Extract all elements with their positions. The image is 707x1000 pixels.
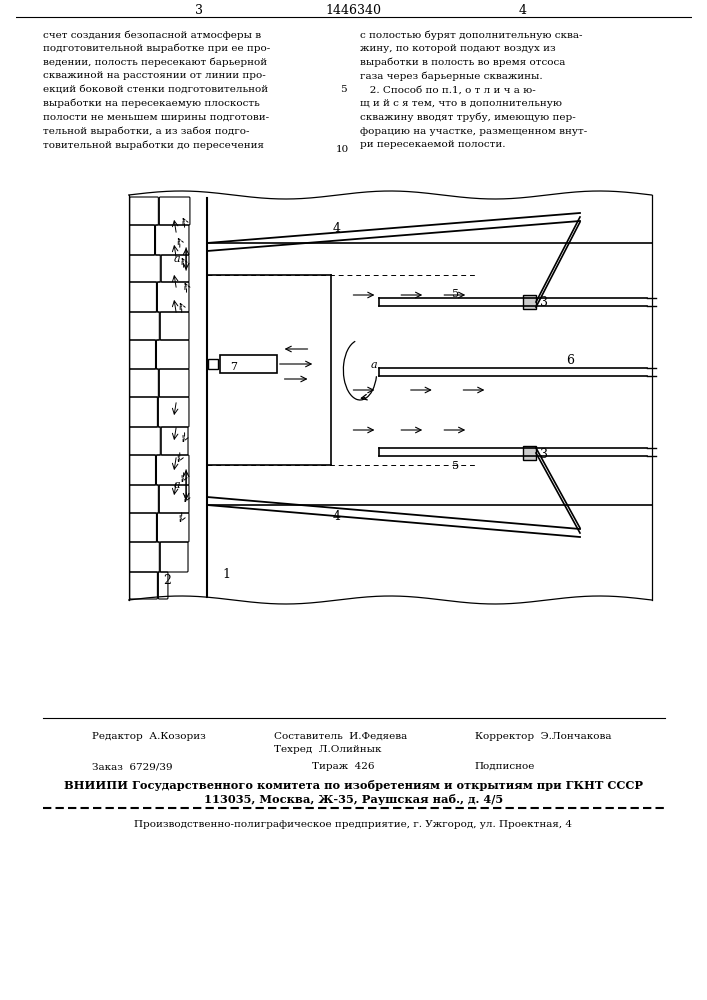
Text: Тираж  426: Тираж 426 [312, 762, 375, 771]
Text: ри пересекаемой полости.: ри пересекаемой полости. [360, 140, 506, 149]
Text: товительной выработки до пересечения: товительной выработки до пересечения [42, 140, 264, 150]
Bar [208, 359, 218, 369]
Text: 7: 7 [230, 362, 238, 372]
Text: форацию на участке, размещенном внут-: форацию на участке, размещенном внут- [360, 127, 588, 136]
Text: 2. Способ по п.1, о т л и ч а ю-: 2. Способ по п.1, о т л и ч а ю- [360, 85, 536, 94]
Text: Подписное: Подписное [475, 762, 535, 771]
Text: ведении, полость пересекают барьерной: ведении, полость пересекают барьерной [42, 58, 267, 67]
Text: a: a [173, 254, 180, 264]
Text: подготовительной выработке при ее про-: подготовительной выработке при ее про- [42, 44, 270, 53]
Text: 4: 4 [332, 510, 340, 523]
Text: 3: 3 [540, 296, 548, 310]
Text: 5: 5 [452, 289, 460, 299]
Text: Производственно-полиграфическое предприятие, г. Ужгород, ул. Проектная, 4: Производственно-полиграфическое предприя… [134, 820, 573, 829]
Text: жину, по которой подают воздух из: жину, по которой подают воздух из [360, 44, 556, 53]
Text: a: a [173, 480, 180, 490]
Text: Корректор  Э.Лончакова: Корректор Э.Лончакова [475, 732, 612, 741]
Text: 4: 4 [519, 3, 527, 16]
Text: 113035, Москва, Ж-35, Раушская наб., д. 4/5: 113035, Москва, Ж-35, Раушская наб., д. … [204, 794, 503, 805]
Text: 1: 1 [222, 568, 230, 582]
Text: 3: 3 [540, 448, 548, 460]
Text: Техред  Л.Олийнык: Техред Л.Олийнык [274, 745, 382, 754]
Text: с полостью бурят дополнительную сква-: с полостью бурят дополнительную сква- [360, 30, 583, 39]
Text: 5: 5 [339, 85, 346, 94]
Text: 5: 5 [452, 461, 460, 471]
Text: 3: 3 [196, 3, 204, 16]
Bar [522, 446, 536, 460]
Text: тельной выработки, а из забоя подго-: тельной выработки, а из забоя подго- [42, 127, 249, 136]
Text: выработки в полость во время отсоса: выработки в полость во время отсоса [360, 58, 566, 67]
Text: ВНИИПИ Государственного комитета по изобретениям и открытиям при ГКНТ СССР: ВНИИПИ Государственного комитета по изоб… [64, 780, 643, 791]
Bar [220, 355, 277, 373]
Text: Составитель  И.Федяева: Составитель И.Федяева [274, 732, 407, 741]
Text: Заказ  6729/39: Заказ 6729/39 [93, 762, 173, 771]
Text: газа через барьерные скважины.: газа через барьерные скважины. [360, 71, 543, 81]
Text: скважину вводят трубу, имеющую пер-: скважину вводят трубу, имеющую пер- [360, 113, 576, 122]
Text: Редактор  А.Козориз: Редактор А.Козориз [93, 732, 206, 741]
Text: 4: 4 [332, 223, 340, 235]
Text: екций боковой стенки подготовительной: екций боковой стенки подготовительной [42, 85, 268, 94]
Text: 10: 10 [337, 145, 349, 154]
Text: выработки на пересекаемую плоскость: выработки на пересекаемую плоскость [42, 99, 259, 108]
Text: 1446340: 1446340 [325, 3, 381, 16]
Bar [522, 295, 536, 309]
Text: a: a [370, 360, 377, 370]
Text: скважиной на расстоянии от линии про-: скважиной на расстоянии от линии про- [42, 71, 265, 80]
Text: щ и й с я тем, что в дополнительную: щ и й с я тем, что в дополнительную [360, 99, 562, 108]
Text: полости не меньшем ширины подготови-: полости не меньшем ширины подготови- [42, 113, 269, 122]
Text: счет создания безопасной атмосферы в: счет создания безопасной атмосферы в [42, 30, 261, 39]
Text: 6: 6 [566, 354, 574, 366]
Text: 2: 2 [163, 574, 171, 586]
